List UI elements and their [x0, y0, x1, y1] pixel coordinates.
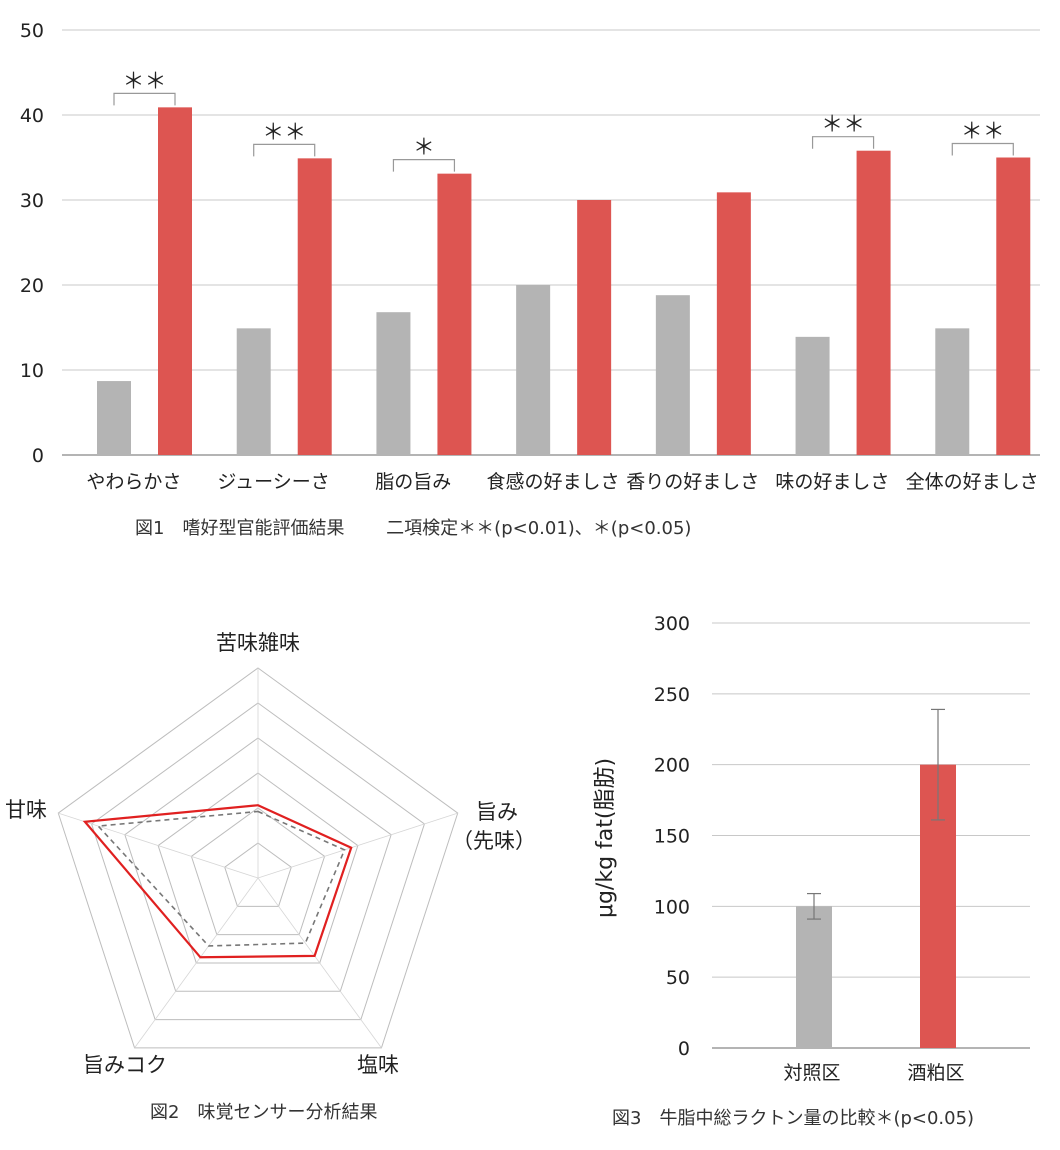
fig1-y-tick-label: 10 [20, 360, 44, 382]
fig3-category-label: 対照区 [783, 1062, 840, 1084]
fig1-significance-mark: ＊＊ [122, 69, 166, 94]
fig2-spoke [257, 877, 382, 1049]
fig1-bar [856, 150, 891, 455]
fig3-category-labels: 対照区 酒粕区 [783, 1062, 964, 1084]
fig3-y-tick-label: 200 [654, 755, 690, 777]
fig1-category-label: 味の好ましさ [775, 471, 889, 493]
fig2-axis-label: 甘味 [5, 798, 47, 822]
fig1-y-tick-labels: 0 10 20 30 40 50 [20, 20, 44, 467]
fig1-bar [437, 173, 472, 455]
fig3-y-tick-label: 100 [654, 896, 690, 918]
fig1-bar [577, 200, 612, 455]
fig1-significance-mark: ＊＊ [961, 120, 1005, 145]
fig2-axis-label: 塩味 [357, 1053, 399, 1077]
fig2-axis-label: 旨みコク [83, 1053, 167, 1077]
fig2-ring [124, 737, 392, 992]
fig1-bar [996, 157, 1031, 455]
fig1-category-label: 香りの好ましさ [626, 471, 759, 493]
fig1-category-label: 全体の好ましさ [906, 471, 1039, 493]
fig2-series-line [96, 810, 346, 947]
fig2-spoke [257, 812, 458, 879]
fig1-significance-bracket [811, 136, 875, 149]
fig1-significance-bracket [951, 142, 1014, 156]
fig2-spoke [58, 812, 259, 879]
fig1-bar [97, 381, 131, 455]
fig1-y-tick-label: 30 [20, 190, 44, 212]
fig2-spoke [134, 877, 259, 1049]
fig2-series [82, 804, 353, 959]
fig1-y-tick-label: 0 [32, 445, 44, 467]
fig3-gridlines [712, 622, 1030, 1049]
fig1-bar [516, 285, 551, 455]
fig3-y-axis-label: μg/kg fat(脂肪) [593, 758, 618, 918]
fig1-bar [716, 192, 751, 455]
fig2-spokes [58, 668, 458, 1049]
fig3-y-tick-label: 150 [654, 826, 690, 848]
fig3-y-tick-labels: 0 50 100 150 200 250 300 [654, 613, 690, 1060]
fig1-category-label: 脂の旨み [375, 471, 451, 493]
fig1-significance-bracket [113, 92, 176, 106]
fig2-ring [57, 667, 459, 1049]
fig3-category-label: 酒粕区 [907, 1062, 964, 1084]
fig3-y-tick-label: 250 [654, 684, 690, 706]
fig2-series-line [82, 804, 353, 959]
fig1-bar [655, 295, 690, 455]
fig1-bar [297, 158, 332, 455]
fig1-category-labels: やわらかさ ジューシーさ 脂の旨み 食感の好ましさ 香りの好ましさ 味の好ましさ 全体の好ま… [86, 471, 1038, 493]
fig2-ring [90, 702, 426, 1021]
fig1-y-tick-label: 50 [20, 20, 44, 42]
fig3-y-tick-label: 300 [654, 613, 690, 635]
fig1-category-label: 食感の好ましさ [486, 471, 619, 493]
fig1-category-label: やわらかさ [86, 471, 181, 493]
fig2-ring [157, 772, 359, 964]
fig1-category-label: ジューシーさ [217, 471, 329, 493]
fig1-significance-mark: ＊ [413, 136, 435, 161]
fig1-gridlines [62, 29, 1040, 456]
fig1-bar [236, 328, 271, 455]
fig1-bar [935, 328, 970, 455]
fig1-significance-bracket [253, 143, 316, 157]
fig1-significance-mark: ＊＊ [821, 113, 865, 138]
fig2-ring [190, 807, 326, 936]
fig1-bar [158, 107, 192, 455]
fig3-caption: 図3 牛脂中総ラクトン量の比較＊(p<0.05) [612, 1108, 974, 1129]
fig3-bar [796, 906, 832, 1048]
fig1-y-tick-label: 40 [20, 105, 44, 127]
fig1-y-tick-label: 20 [20, 275, 44, 297]
fig1-significance-brackets: ＊＊＊＊＊＊＊ ＊＊ [113, 69, 1014, 172]
fig3-y-tick-label: 0 [678, 1038, 690, 1060]
fig1-significance-bracket [392, 159, 456, 172]
fig1-caption: 図1 嗜好型官能評価結果 二項検定＊＊(p<0.01)、＊(p<0.05) [135, 518, 691, 539]
fig1-bars [97, 107, 1031, 455]
fig1-significance-mark: ＊＊ [262, 120, 306, 145]
fig2-caption: 図2 味覚センサー分析結果 [150, 1102, 377, 1123]
fig3-bars [796, 708, 956, 1048]
fig2-rings [57, 667, 459, 1049]
fig1-bar [376, 312, 411, 455]
fig2-axis-label-sub: （先味） [452, 829, 536, 853]
fig2-axis-label: 苦味雑味 [216, 631, 300, 655]
fig2-ring [224, 842, 292, 907]
fig1-bar [795, 336, 830, 455]
fig3-y-tick-label: 50 [666, 967, 690, 989]
fig2-axis-label: 旨み [476, 800, 518, 824]
